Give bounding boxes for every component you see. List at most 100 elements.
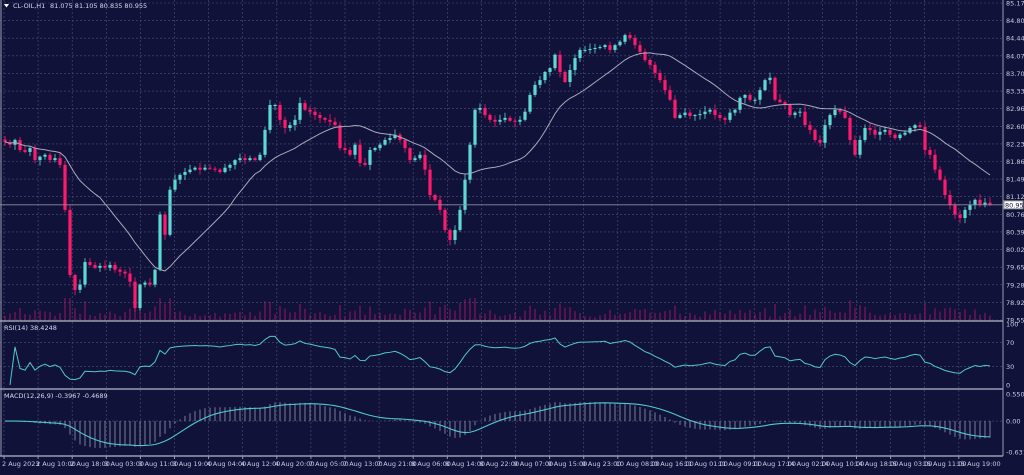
candle-body (593, 48, 597, 50)
candle-body (428, 169, 432, 196)
price-tick-label: 78.550 (1006, 317, 1024, 325)
candle-body (163, 214, 167, 235)
time-tick-label: 4 Aug 04:00 (207, 460, 247, 468)
candle-body (868, 127, 872, 130)
candle-body (588, 48, 592, 50)
candle-body (478, 107, 482, 110)
candle-body (863, 127, 867, 140)
price-tick-label: 81.860 (1006, 158, 1024, 166)
candle-body (258, 154, 262, 161)
candle-body (778, 99, 782, 103)
candle-body (748, 94, 752, 100)
candle-body (643, 51, 647, 60)
candle-body (668, 90, 672, 100)
price-tick-label: 83.700 (1006, 70, 1024, 78)
candles (3, 32, 992, 313)
candle-body (678, 115, 682, 118)
candle-body (28, 148, 32, 152)
grid (0, 0, 1003, 455)
candle-body (828, 115, 832, 126)
candle-body (18, 139, 22, 151)
candle-body (758, 90, 762, 100)
candle-body (573, 58, 577, 71)
candle-body (613, 45, 617, 50)
candle-body (248, 158, 252, 161)
candle-body (383, 139, 387, 145)
ohlc-readout: 81.075 81.105 80.835 80.955 (50, 2, 147, 10)
candle-body (503, 117, 507, 120)
candle-body (108, 264, 112, 268)
candle-body (473, 109, 477, 145)
candle-body (723, 117, 727, 120)
candle-body (603, 45, 607, 48)
candle-body (883, 129, 887, 132)
candle-body (953, 205, 957, 215)
candle-body (243, 158, 247, 161)
candle-body (683, 112, 687, 116)
candle-body (818, 139, 822, 143)
time-tick-label: 4 Aug 12:00 (241, 460, 281, 468)
candle-body (133, 281, 137, 309)
time-tick-label: 7 Aug 05:00 (309, 460, 349, 468)
price-tick-label: 80.020 (1006, 246, 1024, 254)
macd-tick-label: 0.5509 (1006, 391, 1024, 399)
candle-body (403, 139, 407, 149)
candle-body (568, 70, 572, 83)
candle-body (298, 103, 302, 120)
price-tick-label: 82.960 (1006, 105, 1024, 113)
price-tick-label: 81.490 (1006, 176, 1024, 184)
candle-body (763, 80, 767, 91)
candle-body (413, 158, 417, 161)
candle-body (808, 125, 812, 130)
candle-body (543, 71, 547, 81)
macd-title: MACD(12,26,9) -0.3967 -0.4689 (4, 392, 108, 400)
candle-body (988, 202, 992, 205)
candle-body (23, 150, 27, 152)
candle-body (928, 150, 932, 155)
candle-body (293, 119, 297, 126)
candle-body (518, 119, 522, 122)
candle-body (38, 156, 42, 161)
candle-body (113, 264, 117, 270)
price-tick-label: 79.650 (1006, 264, 1024, 272)
macd-signal-line (4, 402, 991, 447)
time-tick-label: 2 Aug 18:00 (70, 460, 110, 468)
candle-body (263, 129, 267, 155)
candle-body (143, 282, 147, 285)
price-tick-label: 85.170 (1006, 0, 1024, 8)
candle-body (708, 109, 712, 112)
candle-body (343, 148, 347, 151)
candle-body (938, 169, 942, 180)
candle-body (958, 214, 962, 219)
candle-body (378, 144, 382, 149)
time-tick-label: 3 Aug 19:00 (173, 460, 213, 468)
collapse-triangle-icon[interactable] (4, 4, 9, 8)
rsi-title: RSI(14) 38.4248 (4, 324, 57, 332)
candle-body (813, 129, 817, 140)
candle-body (3, 139, 7, 142)
candle-body (123, 271, 127, 274)
candle-body (118, 269, 122, 272)
candle-body (173, 179, 177, 190)
macd-tick-label: -0.6317 (1006, 449, 1024, 457)
candle-body (348, 150, 352, 155)
moving-average-line (4, 52, 991, 272)
candle-body (308, 109, 312, 112)
candle-body (923, 127, 927, 151)
candle-body (328, 119, 332, 122)
candle-body (738, 97, 742, 110)
candle-body (93, 264, 97, 268)
candle-body (453, 229, 457, 241)
candle-body (48, 154, 52, 161)
candle-body (653, 64, 657, 73)
rsi-tick-label: 0 (1006, 382, 1010, 390)
candle-body (218, 169, 222, 173)
candle-body (893, 134, 897, 139)
candle-body (238, 158, 242, 161)
candle-body (103, 265, 107, 268)
candle-body (628, 35, 632, 38)
candle-body (833, 109, 837, 116)
candle-body (213, 168, 217, 170)
